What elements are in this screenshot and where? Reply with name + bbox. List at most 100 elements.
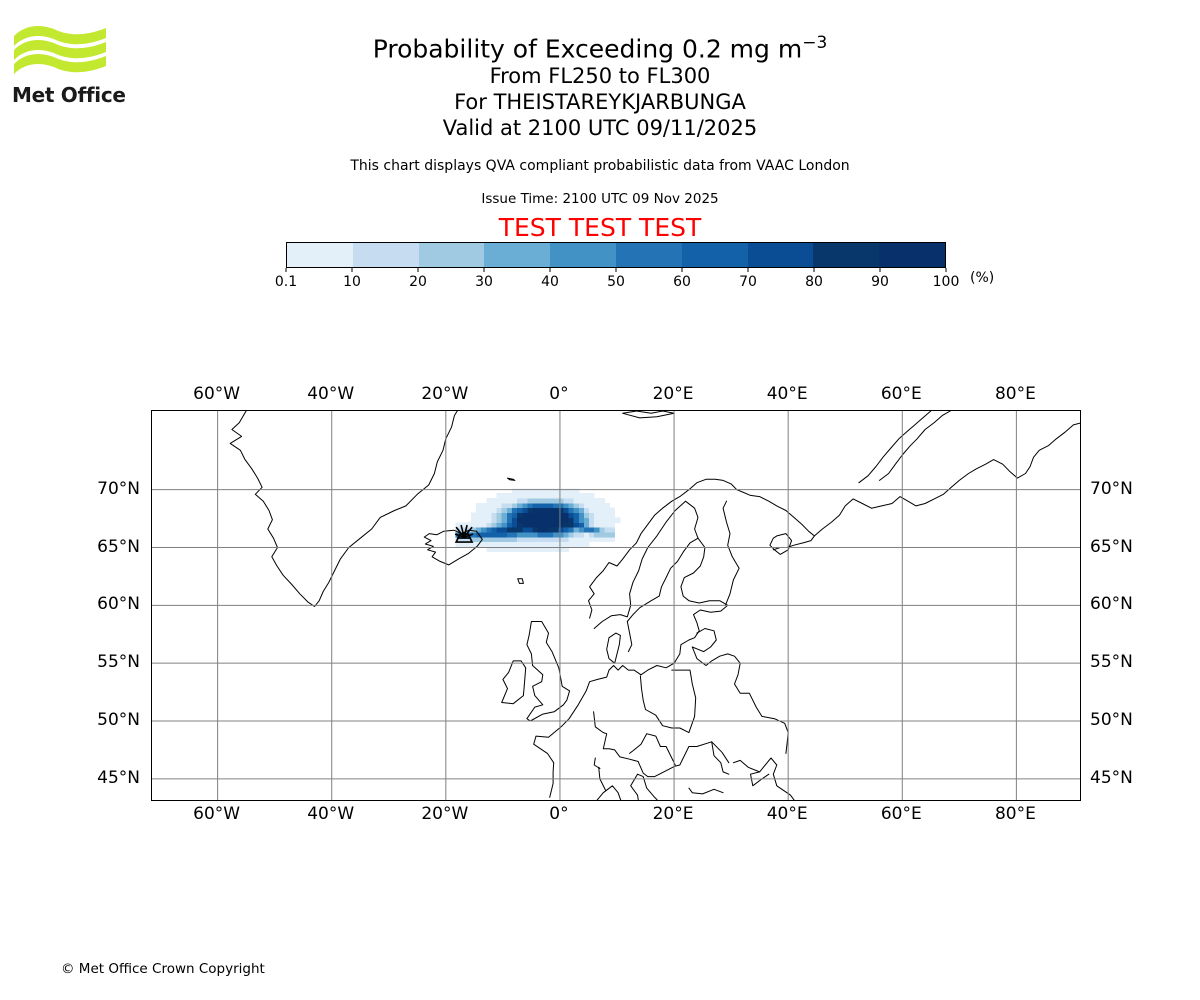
plume-cell [486,502,492,509]
plume-cell [486,546,492,552]
map-plot-area[interactable] [151,410,1081,801]
plume-cell [594,532,600,538]
plume-cell [547,546,554,552]
plume-cell [470,522,477,528]
plume-cell [547,512,554,518]
plume-cell [604,507,611,514]
plume-cell [594,536,600,543]
colorbar-band-0 [287,243,353,267]
plume-cell [527,541,534,548]
plume-cell [506,517,513,523]
colorbar-band-9 [879,243,945,267]
plume-cell [476,517,482,523]
coastline-path [691,628,717,653]
plume-cell [506,536,513,543]
plume-cell [568,517,575,523]
page-title: Probability of Exceeding 0.2 mg m−3 [0,28,1200,64]
plume-cell [470,517,477,523]
coastline-path [879,411,951,481]
plume-cell [604,522,611,528]
plume-cell [558,536,564,543]
plume-cell [496,517,503,523]
coastline-path [637,741,730,778]
plume-cell [512,546,518,552]
plume-cell [563,536,570,543]
plume-cell [486,536,492,543]
colorbar-tickmark-6 [681,268,683,272]
lon-label-bot-40: 40°E [766,804,808,824]
lat-label-left-55: 55°N [97,652,140,673]
plume-cell [547,541,554,548]
plume-cell [573,527,580,533]
colorbar-band-6 [681,243,748,267]
plume-cell [583,493,590,499]
plume-cell [455,536,462,543]
plume-cell [501,497,508,504]
plume-cell [491,517,498,523]
plume-cell [517,512,523,518]
plume-cell [583,541,590,548]
colorbar-tickmark-8 [813,268,815,272]
plume-cell [542,502,549,509]
plume-cell [558,541,564,548]
plume-cell [517,517,523,523]
plume-cell [547,517,554,523]
plume-cell [578,502,585,509]
plume-cell [481,517,487,523]
plume-cell [553,497,559,504]
coastline-path [593,500,699,629]
plume-cell [542,517,549,523]
plume-cell [460,536,467,543]
colorbar-tickmark-3 [483,268,485,272]
issue-time-label: Issue Time: 2100 UTC 09 Nov 2025 [481,191,719,207]
plume-cell [491,512,498,518]
plume-cell [589,512,595,518]
plume-cell [512,507,518,514]
plume-cell [527,493,534,499]
lon-label-top-20: 20°E [652,384,694,404]
plume-cell [599,502,605,509]
plume-cell [537,522,544,528]
plume-cell [568,532,575,538]
plume-cell [512,497,518,504]
coastline-path [593,757,607,791]
plume-cell [537,541,544,548]
plume-cell [537,493,544,499]
plume-cell [460,541,467,548]
plume-cell [542,488,549,494]
plume-cell [558,493,564,499]
plume-cell [501,527,508,533]
plume-cell [558,507,564,514]
plume-cell [604,512,611,518]
plume-cell [583,502,590,509]
plume-cell [563,493,570,499]
plume-cell [553,527,559,533]
plume-cell [558,512,564,518]
plume-cell [522,522,528,528]
plume-cell [506,493,513,499]
lat-label-left-45: 45°N [97,767,140,788]
plume-cell [568,541,575,548]
plume-cell [476,502,482,509]
plume-cell [583,522,590,528]
plume-cell [470,527,477,533]
plume-cell [594,502,600,509]
plume-cell [553,522,559,528]
plume-cell [547,493,554,499]
plume-cell [517,497,523,504]
plume-cell [532,507,539,514]
lat-label-right-70: 70°N [1090,478,1133,499]
plume-cell [589,517,595,523]
plume-cell [568,493,575,499]
coastline-path [639,669,697,734]
page-title-text: Probability of Exceeding 0.2 mg m [372,34,803,64]
plume-cell [506,546,513,552]
plume-cell [481,527,487,533]
plume-cell [532,541,539,548]
plume-cell [537,497,544,504]
plume-cell [583,512,590,518]
plume-cell [501,522,508,528]
coastline-path [593,711,639,762]
plume-cell [517,507,523,514]
coastline-path [533,669,610,798]
